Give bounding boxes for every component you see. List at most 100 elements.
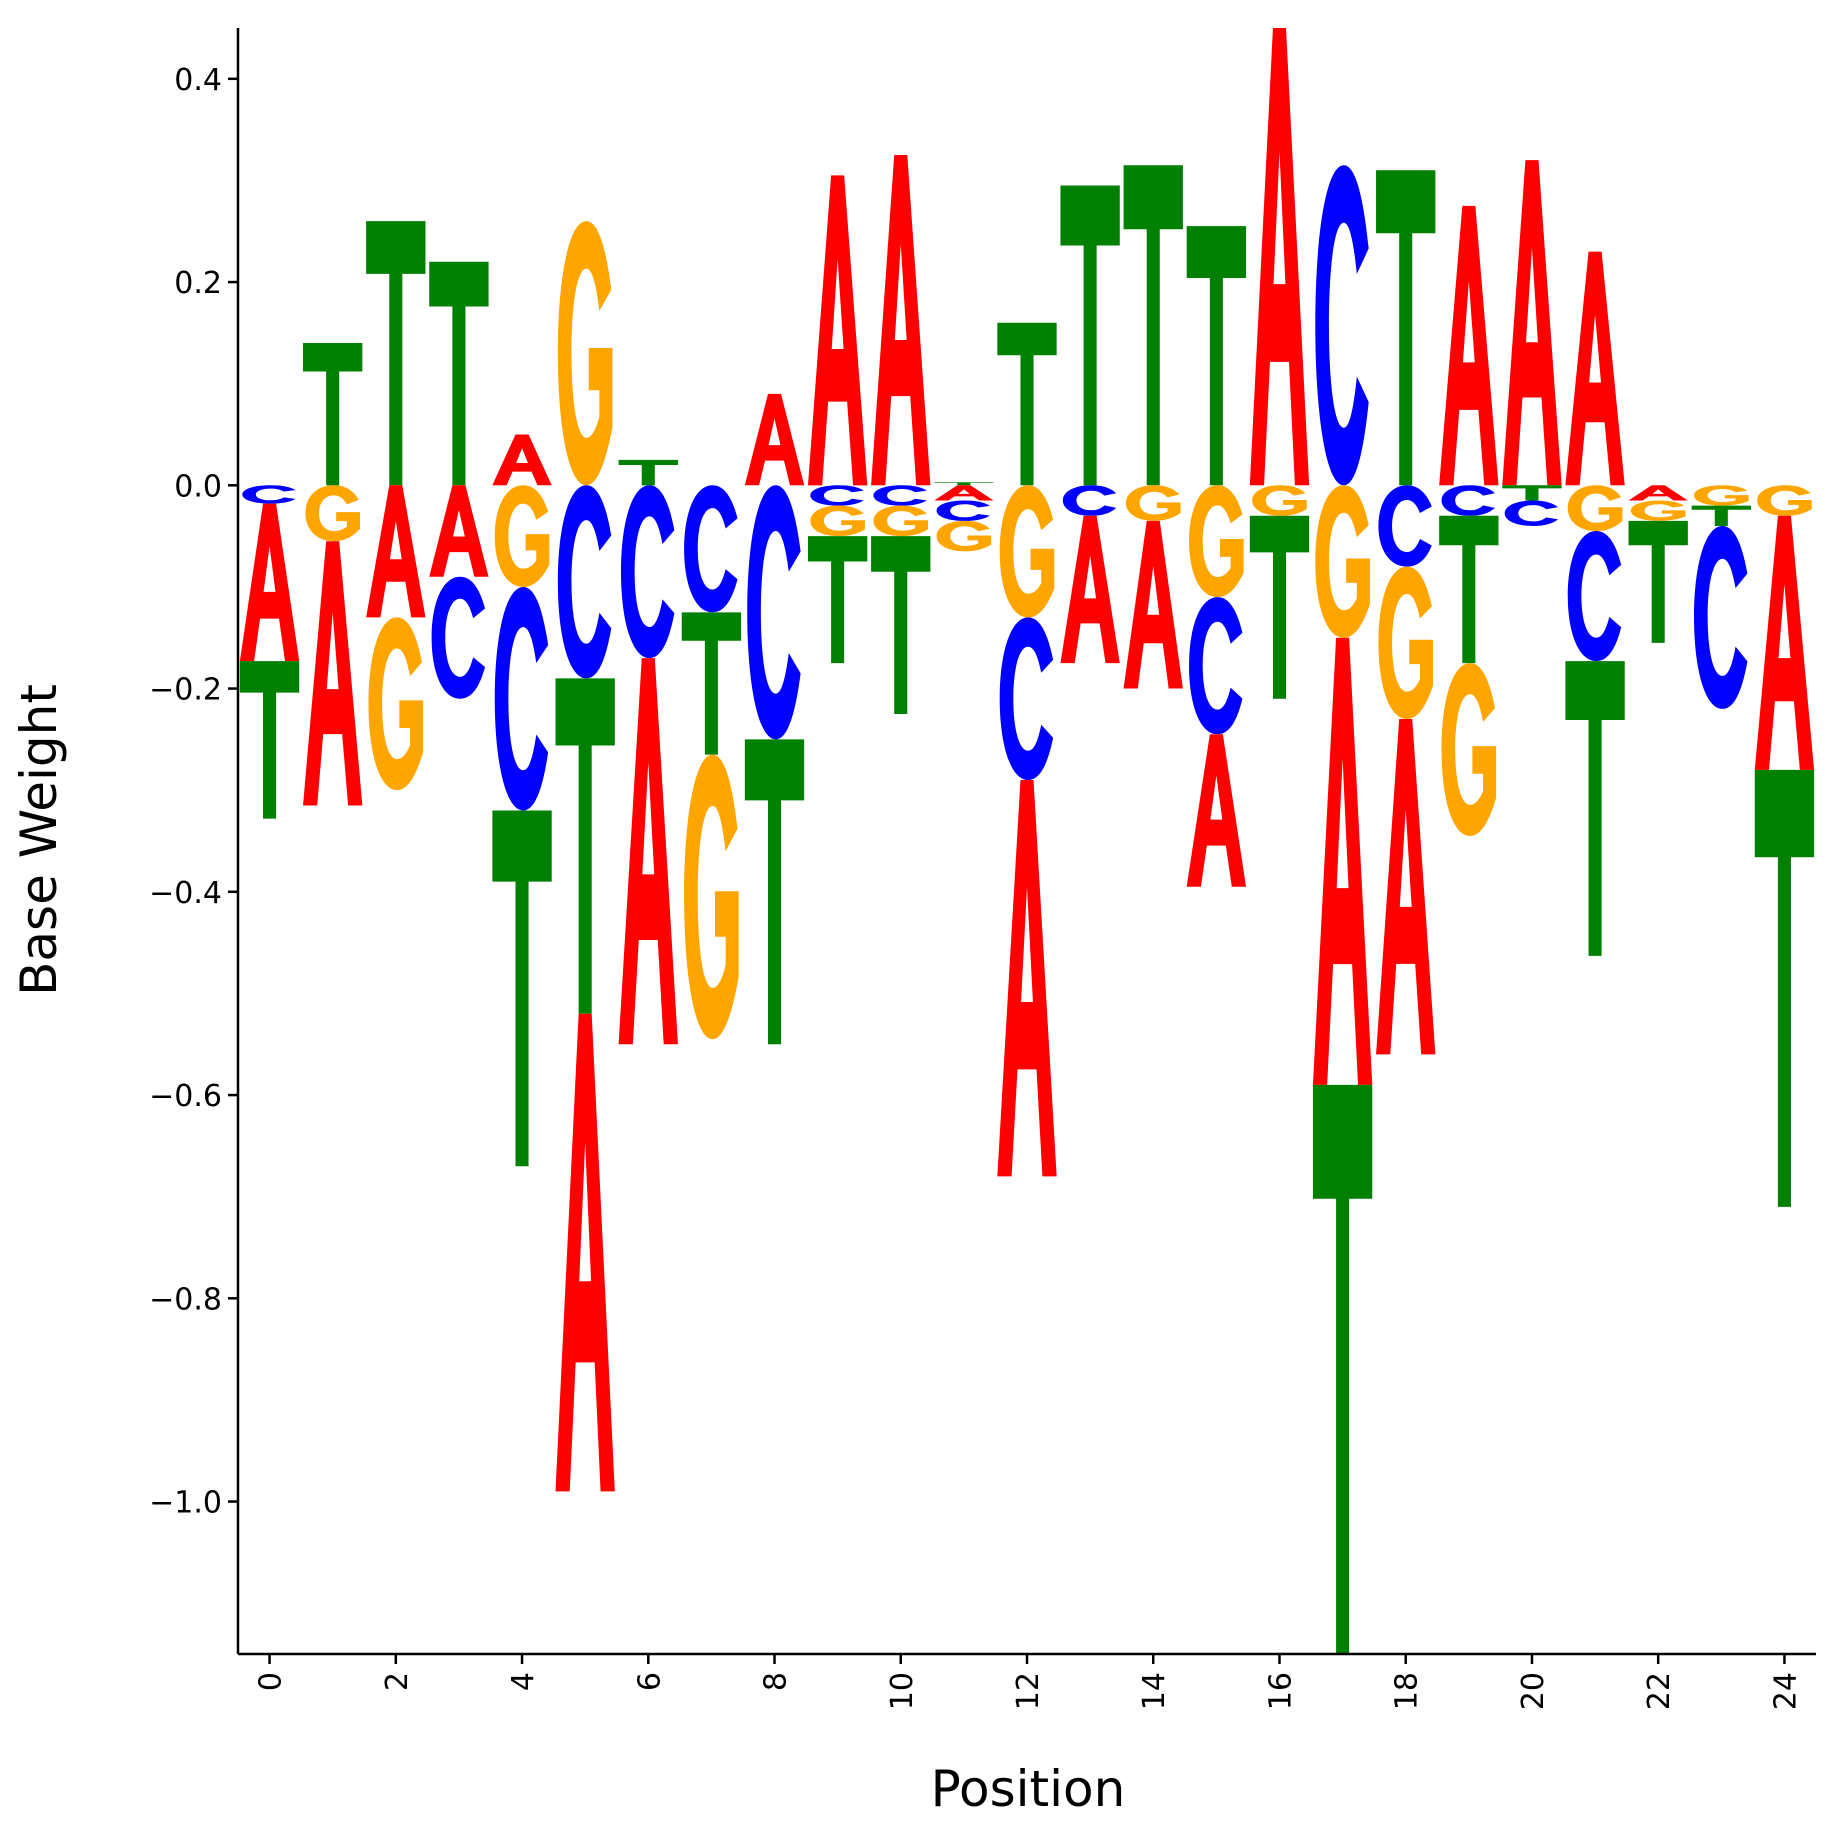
logo-letter-G-pos-19 (1441, 663, 1497, 836)
logo-letter-T-pos-10 (871, 536, 931, 714)
logo-letter-T-pos-15 (1186, 226, 1247, 486)
logo-letter-G-pos-17 (1315, 485, 1370, 638)
logo-letter-A-pos-4 (492, 434, 552, 486)
logo-letter-T-pos-16 (1249, 515, 1310, 699)
logo-letter-T-pos-9 (807, 536, 868, 664)
x-tick-label: 22 (1642, 1672, 1677, 1710)
logo-letter-T-pos-14 (1123, 165, 1183, 486)
logo-letter-G-pos-9 (810, 505, 865, 537)
logo-letter-T-pos-12 (997, 322, 1057, 486)
y-tick-label: −0.2 (149, 673, 222, 708)
logo-letter-G-pos-10 (873, 505, 929, 537)
logo-letter-G-pos-12 (999, 485, 1055, 618)
y-axis-title: Base Weight (10, 684, 68, 996)
logo-letter-A-pos-5 (555, 1013, 615, 1492)
logo-letter-T-pos-19 (1439, 515, 1499, 664)
logo-letter-T-pos-20 (1502, 485, 1562, 501)
logo-letter-A-pos-14 (1123, 520, 1183, 689)
logo-letter-C-pos-12 (999, 617, 1054, 781)
logo-letter-T-pos-0 (239, 661, 300, 819)
logo-letter-A-pos-0 (239, 503, 300, 662)
logo-letter-stacks (239, 28, 1815, 1654)
logo-letter-G-pos-4 (494, 485, 550, 587)
logo-letter-C-pos-8 (747, 485, 801, 740)
logo-letter-C-pos-11 (936, 500, 990, 521)
logo-letter-A-pos-15 (1186, 734, 1247, 887)
logo-letter-G-pos-24 (1757, 485, 1812, 516)
logo-letter-A-pos-6 (618, 658, 678, 1045)
logo-letter-C-pos-10 (873, 485, 927, 506)
y-tick-label: 0.4 (174, 63, 222, 98)
y-tick-label: 0.0 (174, 469, 222, 504)
logo-letter-T-pos-2 (366, 221, 426, 486)
y-tick-label: −0.4 (149, 876, 222, 911)
y-tick-label: −1.0 (149, 1486, 222, 1521)
x-tick-label: 16 (1263, 1672, 1298, 1710)
logo-letter-A-pos-19 (1439, 205, 1499, 486)
logo-letter-C-pos-7 (684, 485, 738, 613)
logo-letter-G-pos-5 (557, 221, 613, 486)
x-axis-title: Position (931, 1760, 1126, 1818)
x-tick-label: 12 (1011, 1672, 1046, 1710)
logo-letter-G-pos-22 (1630, 500, 1686, 521)
logo-letter-A-pos-10 (871, 155, 931, 486)
logo-letter-G-pos-23 (1694, 485, 1749, 506)
logo-letter-A-pos-21 (1565, 251, 1625, 486)
x-tick-label: 24 (1768, 1672, 1803, 1710)
y-tick-label: −0.6 (149, 1079, 222, 1114)
logo-letter-A-pos-17 (1312, 637, 1373, 1085)
logo-letter-T-pos-11 (934, 482, 994, 486)
logo-letter-A-pos-22 (1628, 485, 1688, 501)
axes: −1.0−0.8−0.6−0.4−0.20.00.20.40 2 4 6 8 10 12 14… (149, 28, 1816, 1710)
logo-letter-A-pos-13 (1060, 515, 1120, 664)
logo-letter-T-pos-4 (492, 810, 552, 1167)
logo-letter-C-pos-5 (557, 485, 612, 679)
x-tick-label: 4 (506, 1672, 541, 1691)
logo-letter-A-pos-2 (366, 485, 426, 618)
logo-letter-A-pos-8 (744, 393, 805, 486)
logo-letter-T-pos-22 (1628, 520, 1688, 643)
logo-letter-T-pos-21 (1565, 661, 1625, 956)
logo-letter-A-pos-18 (1376, 719, 1436, 1055)
logo-letter-G-pos-21 (1567, 485, 1623, 532)
x-tick-label: 10 (885, 1672, 920, 1710)
logo-letter-G-pos-16 (1252, 485, 1307, 516)
logo-letter-A-pos-3 (429, 485, 489, 577)
logo-letter-A-pos-9 (807, 175, 868, 486)
logo-letter-G-pos-14 (1125, 485, 1181, 521)
logo-letter-C-pos-9 (810, 485, 864, 506)
logo-letter-C-pos-6 (620, 485, 675, 659)
logo-letter-T-pos-1 (303, 343, 363, 486)
logo-letter-C-pos-17 (1315, 165, 1369, 486)
logo-letter-T-pos-5 (555, 678, 615, 1014)
logo-letter-C-pos-15 (1189, 597, 1243, 735)
x-tick-label: 14 (1137, 1672, 1172, 1710)
logo-letter-A-pos-12 (997, 780, 1057, 1177)
x-tick-label: 8 (759, 1672, 794, 1691)
x-tick-label: 0 (254, 1672, 289, 1691)
logo-letter-C-pos-4 (494, 586, 549, 811)
x-tick-label: 18 (1390, 1672, 1425, 1710)
logo-letter-T-pos-24 (1754, 769, 1815, 1207)
logo-letter-C-pos-0 (242, 485, 296, 504)
logo-letter-T-pos-17 (1312, 1084, 1373, 1654)
logo-letter-G-pos-15 (1189, 485, 1244, 598)
logo-letter-T-pos-8 (744, 739, 805, 1045)
logo-letter-T-pos-7 (681, 612, 742, 755)
logo-letter-G-pos-2 (368, 617, 424, 791)
logo-letter-T-pos-18 (1376, 170, 1436, 486)
logo-letter-C-pos-3 (431, 576, 486, 699)
logo-letter-C-pos-20 (1504, 500, 1559, 526)
logo-letter-C-pos-23 (1694, 525, 1748, 709)
logo-letter-A-pos-20 (1502, 160, 1562, 486)
logo-letter-G-pos-7 (684, 754, 739, 1040)
logo-letter-G-pos-11 (936, 520, 992, 552)
logo-letter-T-pos-13 (1060, 185, 1120, 486)
logo-letter-C-pos-19 (1441, 485, 1495, 516)
logo-letter-A-pos-24 (1754, 515, 1815, 770)
logo-letter-T-pos-3 (429, 261, 489, 486)
x-tick-label: 20 (1516, 1672, 1551, 1710)
x-tick-label: 2 (380, 1672, 415, 1691)
logo-letter-G-pos-1 (305, 485, 360, 542)
